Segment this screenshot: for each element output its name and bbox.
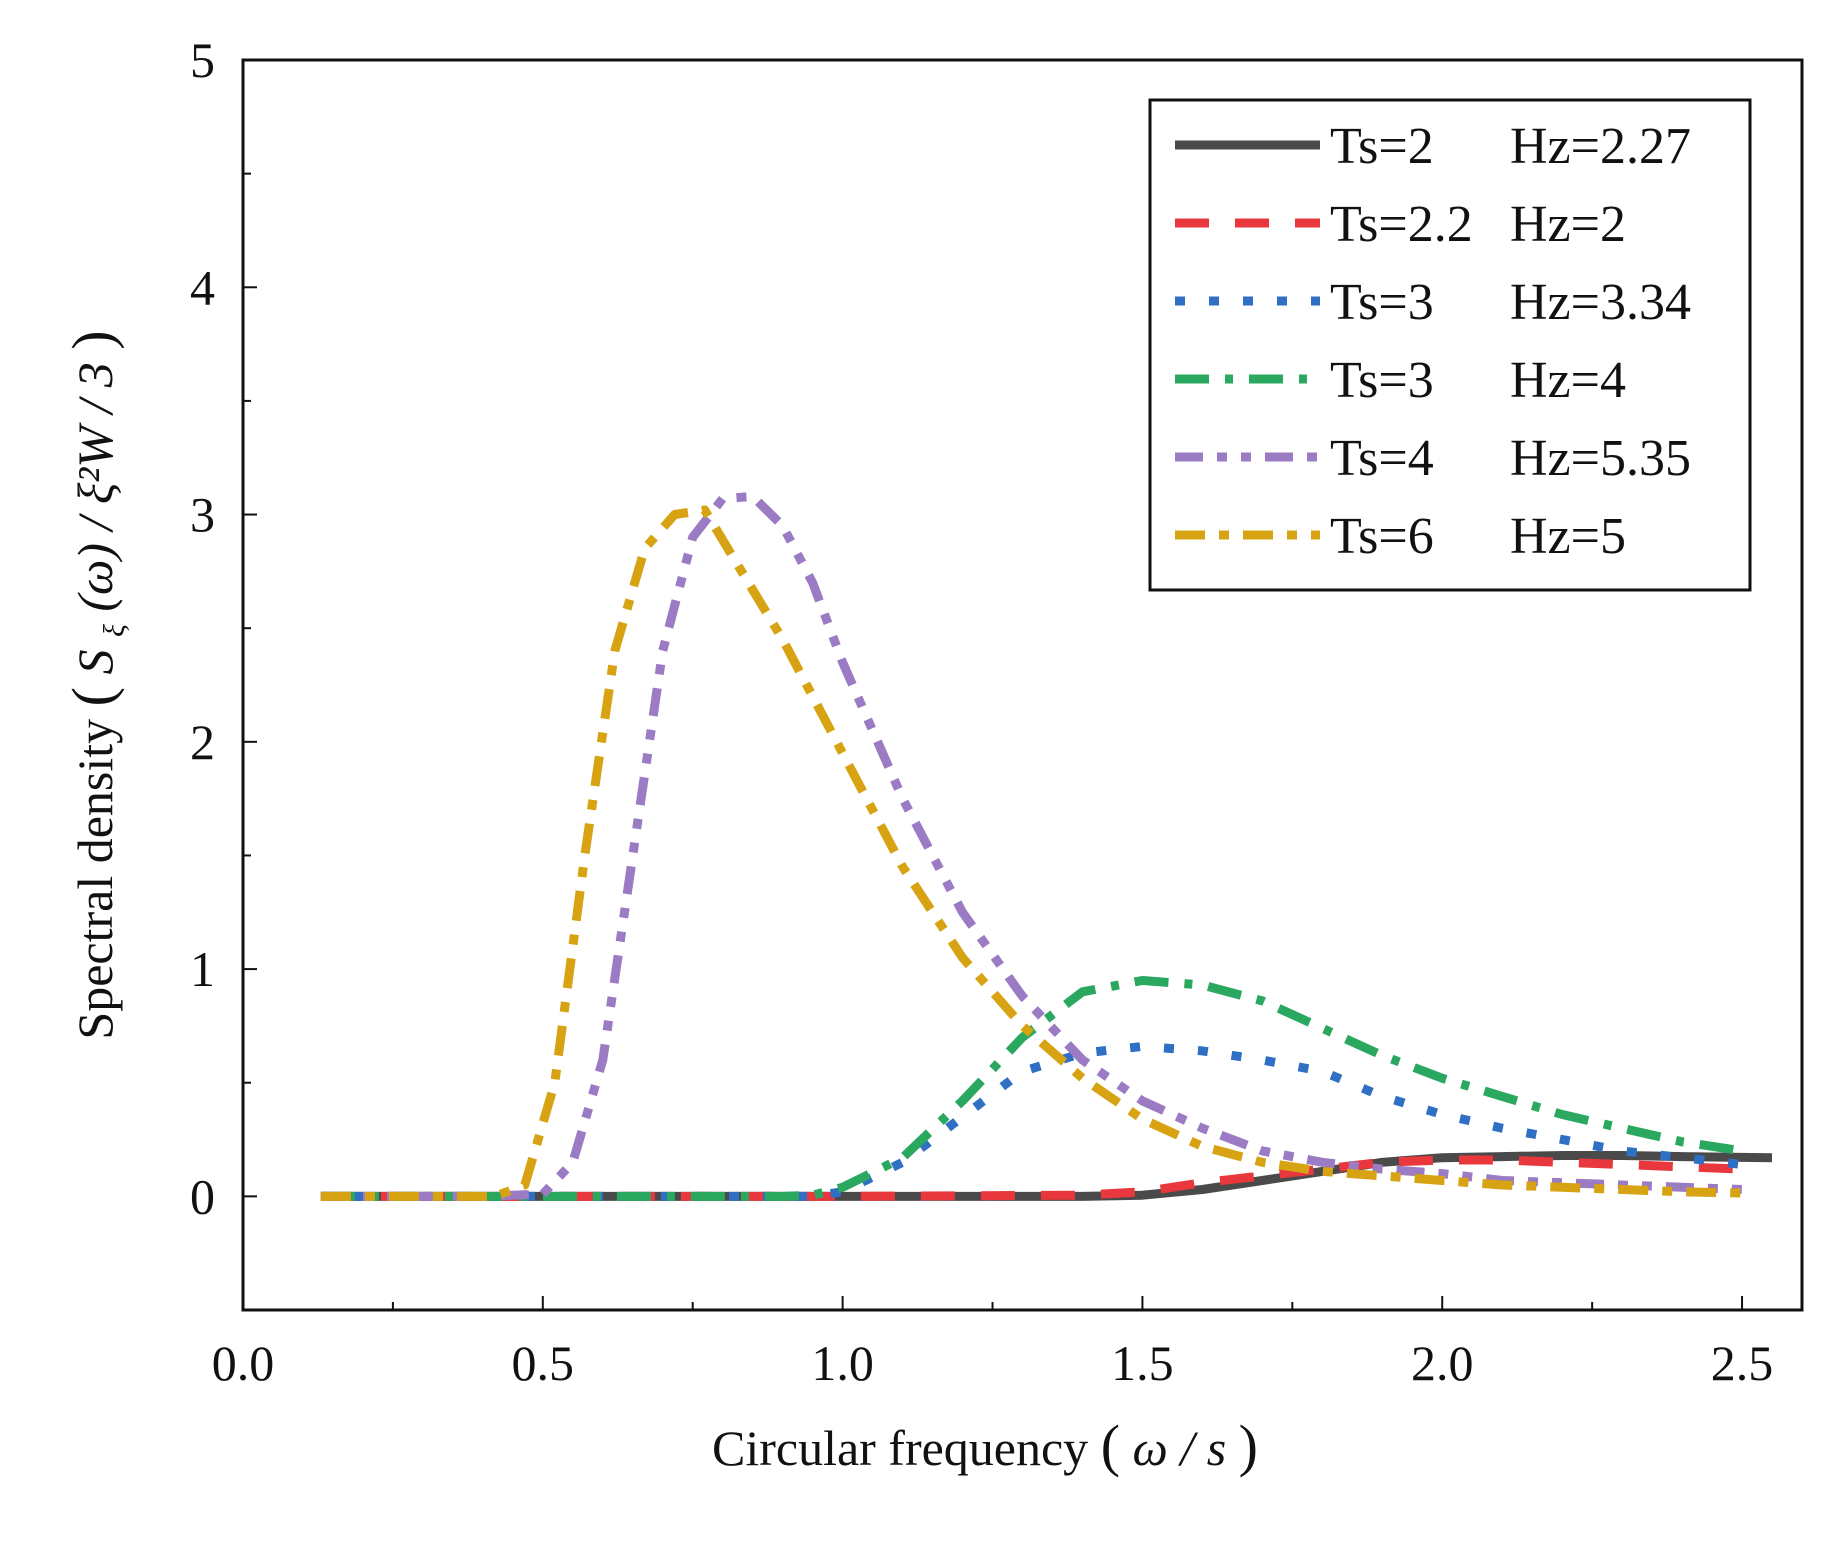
legend-label-hz: Hz=4 [1510,352,1626,409]
series-line-2 [320,1155,1743,1201]
y-tick-label: 0 [190,1168,215,1224]
x-tick-label: 1.5 [1111,1335,1174,1391]
x-tick-label: 2.5 [1711,1335,1774,1391]
series-line-5 [320,491,1743,1201]
legend-label-hz: Hz=5 [1510,508,1626,565]
legend-label-ts: Ts=2.2 [1330,196,1473,253]
legend-label-hz: Hz=2 [1510,196,1626,253]
legend-label-hz: Hz=3.34 [1510,274,1691,331]
legend: Ts=2 Hz=2.27 Ts=2.2 Hz=2 Ts=3 Hz=3.34 Ts=3 Hz=4… [1148,98,1752,592]
legend-label-ts: Ts=2 [1330,118,1434,175]
svg-text:Spectral density (: Spectral density ( S ξ (ω) / ξ²W / 3 ) [60,330,135,1039]
x-axis: 0.0 0.5 1.0 1.5 2.0 2.5 [212,1296,1774,1391]
legend-label-ts: Ts=6 [1330,508,1434,565]
y-axis-title-text: Spectral density [67,719,123,1040]
legend-label-hz: Hz=5.35 [1510,430,1691,487]
series-line-3 [320,1041,1743,1201]
y-tick-label: 5 [190,32,215,88]
x-axis-title: Circular frequency ( ω / s ) [712,1413,1258,1478]
legend-label-ts: Ts=3 [1330,274,1434,331]
y-tick-label: 4 [190,259,215,315]
series-line-6 [320,505,1743,1201]
x-tick-label: 1.0 [811,1335,874,1391]
y-axis-title-arg: (ω) [67,543,123,612]
y-axis-title-rest: / ξ²W / 3 [67,362,123,533]
legend-label-hz: Hz=2.27 [1510,118,1691,175]
y-axis-title: Spectral density ( S ξ (ω) / ξ²W / 3 ) [60,330,135,1039]
x-axis-title-math: ω / s [1133,1420,1227,1476]
y-tick-label: 1 [190,941,215,997]
svg-text:Circular frequency (: Circular frequency ( ω / s ) [712,1413,1258,1478]
legend-label-ts: Ts=4 [1330,430,1434,487]
y-axis-title-subscript: ξ [98,624,131,637]
legend-box [1148,98,1752,592]
series-line-4 [320,976,1743,1201]
x-tick-label: 2.0 [1411,1335,1474,1391]
plot-area-frame [241,58,1804,1312]
y-tick-label: 3 [190,487,215,543]
x-axis-title-text: Circular frequency [712,1420,1088,1476]
x-tick-label: 0.5 [512,1335,575,1391]
legend-label-ts: Ts=3 [1330,352,1434,409]
y-tick-label: 2 [190,714,215,770]
x-tick-label: 0.0 [212,1335,275,1391]
y-axis-title-symbol: S [67,650,123,675]
series-layer [320,491,1773,1201]
y-axis: 0 1 2 3 4 5 [190,32,257,1311]
